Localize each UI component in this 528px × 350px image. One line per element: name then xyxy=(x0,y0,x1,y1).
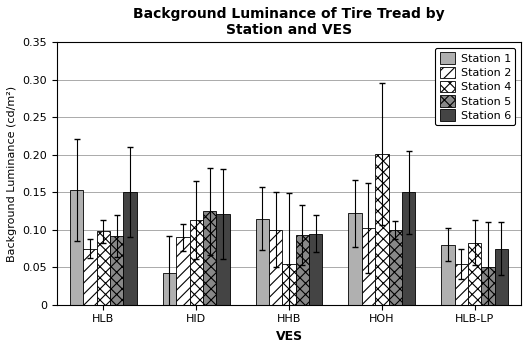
Bar xyxy=(97,231,110,305)
Bar xyxy=(124,193,137,305)
Bar xyxy=(468,243,482,305)
Bar xyxy=(402,193,415,305)
Bar xyxy=(83,248,97,305)
Bar xyxy=(309,233,323,305)
Bar xyxy=(70,190,83,305)
Bar xyxy=(282,264,296,305)
Bar xyxy=(216,214,230,305)
Bar xyxy=(110,236,124,305)
Bar xyxy=(362,228,375,305)
Bar xyxy=(389,230,402,305)
Bar xyxy=(190,220,203,305)
Bar xyxy=(163,273,176,305)
Y-axis label: Background Luminance (cd/m²): Background Luminance (cd/m²) xyxy=(7,85,17,262)
X-axis label: VES: VES xyxy=(276,330,303,343)
Bar xyxy=(256,219,269,305)
Bar xyxy=(495,248,508,305)
Bar xyxy=(482,267,495,305)
Bar xyxy=(176,237,190,305)
Bar xyxy=(296,235,309,305)
Legend: Station 1, Station 2, Station 4, Station 5, Station 6: Station 1, Station 2, Station 4, Station… xyxy=(435,48,515,125)
Bar xyxy=(441,245,455,305)
Bar xyxy=(348,214,362,305)
Bar xyxy=(375,154,389,305)
Bar xyxy=(455,264,468,305)
Bar xyxy=(203,211,216,305)
Title: Background Luminance of Tire Tread by
Station and VES: Background Luminance of Tire Tread by St… xyxy=(133,7,445,37)
Bar xyxy=(269,230,282,305)
